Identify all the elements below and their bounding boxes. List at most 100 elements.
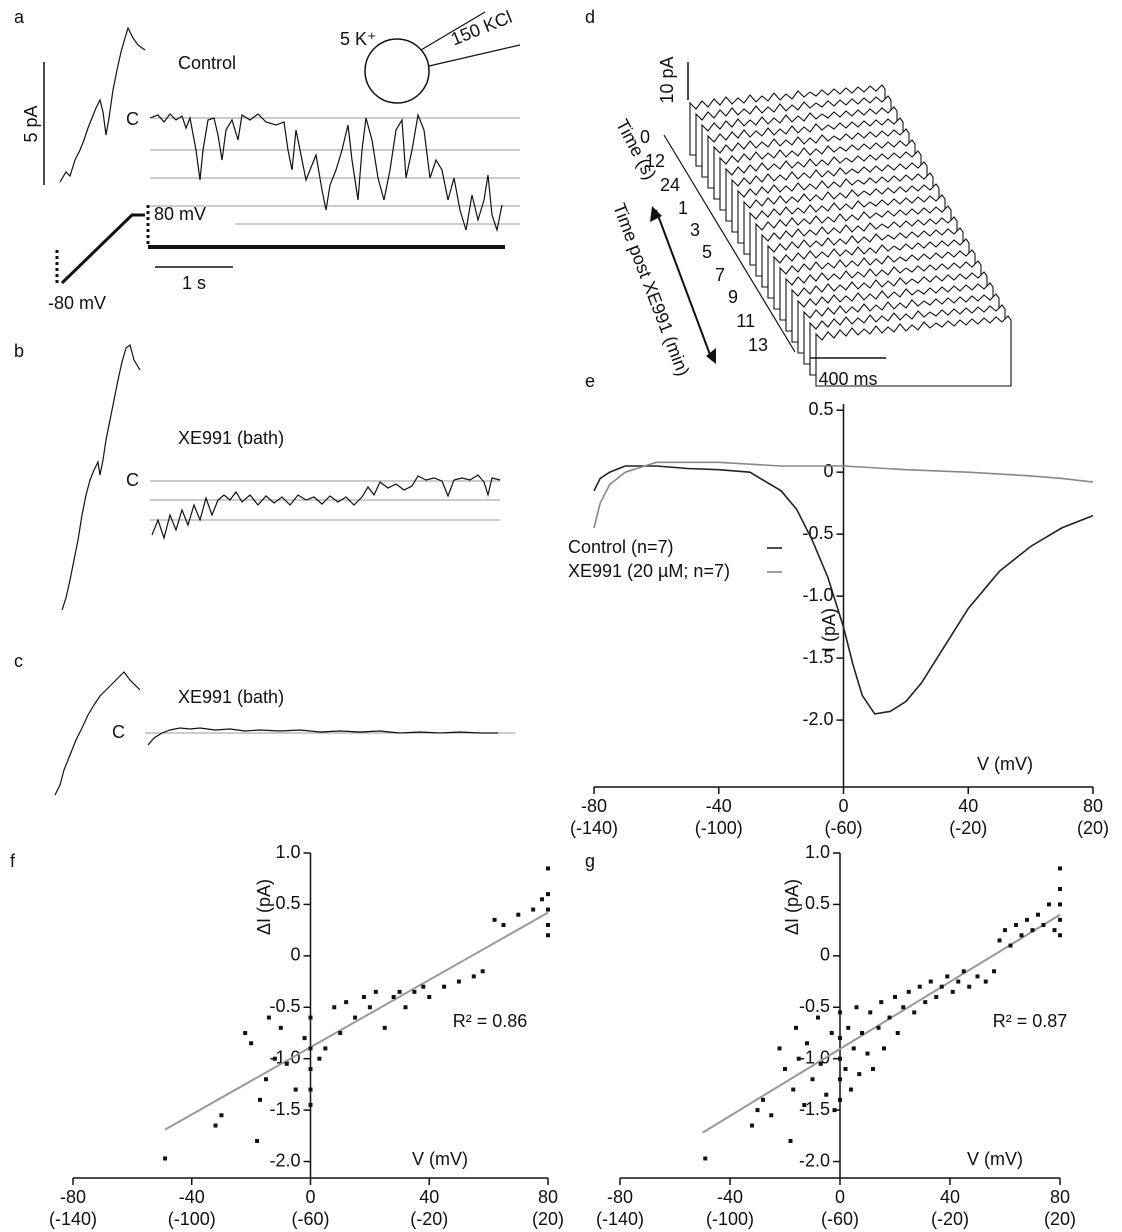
panel-label: d — [585, 7, 595, 27]
y-tick-label: -1.5 — [802, 647, 833, 667]
scatter-point — [893, 994, 897, 999]
y-tick-label: -1.0 — [269, 1047, 300, 1067]
y-axis-label: I (pA) — [819, 608, 839, 652]
x-tick-label: -80 — [581, 796, 607, 816]
bath-label: 5 K⁺ — [340, 29, 377, 49]
scatter-point — [983, 979, 988, 984]
fit-line — [701, 913, 1061, 1134]
ramp-trace — [59, 26, 146, 183]
panel-label: e — [585, 371, 595, 391]
scatter-point — [895, 1030, 900, 1035]
scatter-point — [1047, 902, 1051, 907]
scatter-point — [802, 1102, 807, 1107]
scatter-point — [1058, 886, 1062, 891]
condition-label: XE991 (bath) — [178, 687, 284, 707]
x-tick-sublabel: (-140) — [570, 818, 618, 838]
x-tick-sublabel: (20) — [1077, 818, 1109, 838]
tick-label: 0 — [640, 127, 650, 147]
y-tick-label: -1.0 — [802, 585, 833, 605]
scatter-point — [879, 1000, 884, 1005]
scatter-point — [838, 1036, 842, 1041]
scatter-point — [332, 1005, 337, 1010]
annotation: R² = 0.87 — [993, 1011, 1068, 1031]
x-tick-sublabel: (-60) — [824, 818, 862, 838]
y-tick-label: -0.5 — [799, 996, 830, 1016]
fit-line — [164, 911, 549, 1131]
scatter-point — [323, 1046, 328, 1051]
scatter-point — [471, 974, 476, 979]
scatter-point — [868, 1010, 873, 1015]
y-tick-label: 0 — [820, 945, 830, 965]
y-tick-label: -2.0 — [269, 1150, 300, 1170]
scatter-point — [846, 1025, 851, 1030]
closed-label: C — [126, 470, 139, 490]
scatter-point — [887, 1015, 892, 1020]
scatter-point — [1008, 943, 1013, 948]
scatter-point — [912, 1010, 917, 1015]
x-tick-sublabel: (-60) — [821, 1209, 859, 1229]
scatter-point — [546, 866, 550, 871]
voltage-label: 80 mV — [154, 204, 206, 224]
y-tick-label: -1.5 — [269, 1099, 300, 1119]
x-axis-label: V (mV) — [412, 1149, 468, 1169]
tick-label: 12 — [645, 151, 665, 171]
scatter-point — [818, 1061, 823, 1066]
y-tick-label: 1.0 — [275, 842, 300, 862]
tick-label: 13 — [748, 335, 768, 355]
scatter-point — [851, 1046, 856, 1051]
scatter-point — [1058, 933, 1062, 938]
y-axis-label: ΔI (pA) — [782, 879, 802, 935]
scatter-point — [1025, 917, 1029, 922]
tick-label: 5 — [702, 242, 712, 262]
scatter-point — [266, 1015, 271, 1020]
scatter-point — [1058, 902, 1062, 907]
scatter-point — [492, 917, 497, 922]
scatter-point — [391, 994, 396, 999]
channel-trace — [149, 112, 503, 233]
scatter-point — [367, 1005, 372, 1010]
scatter-point — [1052, 928, 1057, 933]
scatter-point — [403, 1005, 408, 1010]
scatter-point — [950, 989, 955, 994]
tick-label: 24 — [660, 175, 680, 195]
scatter-point — [923, 1000, 928, 1005]
scatter-point — [928, 979, 933, 984]
scatter-point — [956, 979, 961, 984]
scatter-point — [939, 984, 944, 989]
scatter-point — [1058, 917, 1062, 922]
scatter-point — [213, 1123, 218, 1128]
scatter-point — [308, 1066, 313, 1071]
scatter-point — [750, 1123, 754, 1128]
scatter-point — [906, 989, 911, 994]
scatter-point — [805, 1041, 809, 1046]
condition-label: XE991 (bath) — [178, 428, 284, 448]
scatter-point — [829, 1030, 834, 1035]
scatter-point — [480, 969, 485, 974]
scatter-point — [761, 1097, 765, 1102]
x-tick-sublabel: (20) — [1044, 1209, 1076, 1229]
scatter-point — [934, 994, 939, 999]
scatter-point — [546, 922, 550, 927]
x-axis-label: V (mV) — [967, 1149, 1023, 1169]
scatter-point — [1041, 922, 1046, 927]
scale-label: 5 pA — [21, 105, 41, 142]
tick-label: 11 — [736, 311, 755, 331]
scatter-point — [540, 897, 545, 902]
scatter-point — [703, 1156, 708, 1161]
scatter-point — [373, 989, 378, 994]
ramp-trace — [54, 671, 141, 796]
scatter-point — [412, 989, 417, 994]
scatter-point — [317, 1056, 322, 1061]
y-tick-label: 0.5 — [805, 893, 830, 913]
annotation: R² = 0.86 — [453, 1011, 528, 1031]
panel-c: c XE991 (bath) C — [14, 651, 515, 796]
series-line — [593, 465, 1094, 715]
scatter-point — [308, 1046, 313, 1051]
y-tick-label: -0.5 — [269, 996, 300, 1016]
scatter-point — [382, 1025, 387, 1030]
x-axis-label: V (mV) — [977, 754, 1033, 774]
scatter-point — [816, 1015, 820, 1020]
panel-label: b — [14, 341, 24, 361]
x-tick-sublabel: (-100) — [695, 818, 743, 838]
